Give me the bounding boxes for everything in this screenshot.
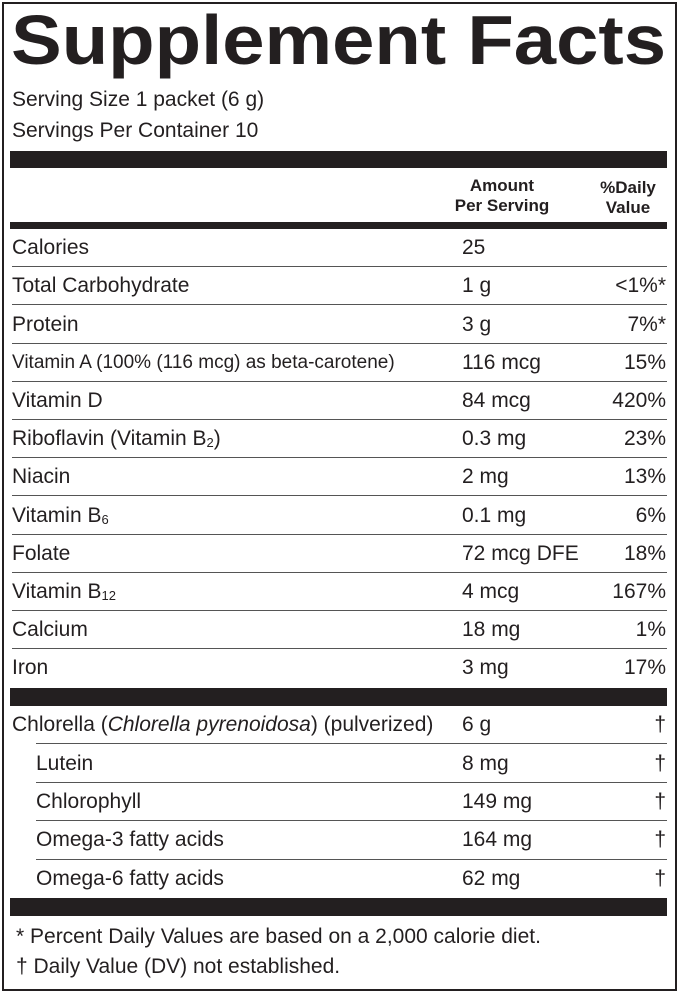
name-part: Vitamin B [12, 503, 102, 527]
nutrient-name: Iron [12, 656, 49, 680]
daily-value: <1%* [615, 274, 666, 298]
amount: 2 mg [462, 465, 509, 489]
subscript: 12 [101, 587, 116, 603]
name-part: Chlorella ( [12, 713, 108, 737]
amount: 3 mg [462, 656, 509, 680]
row-rule [12, 495, 667, 497]
amount: 72 mcg DFE [462, 541, 579, 565]
daily-value: 167% [612, 579, 666, 603]
nutrient-name: Chlorella (Chlorella pyrenoidosa) (pulve… [12, 713, 433, 737]
nutrient-name: Calories [12, 236, 90, 260]
row-rule [36, 858, 667, 860]
servings-per-container: Servings Per Container 10 [12, 119, 259, 142]
header-line: Amount [469, 176, 535, 195]
daily-value: 15% [623, 350, 666, 374]
row-rule [36, 820, 667, 822]
amount: 116 mcg [462, 350, 541, 374]
row-rule [36, 781, 667, 783]
amount-header: Amount Per Serving [432, 176, 572, 216]
daily-value-header: %Daily Value [588, 178, 668, 218]
nutrient-name: Lutein [36, 751, 94, 775]
amount: 6 g [462, 713, 492, 737]
row-rule [12, 648, 667, 650]
daily-value: 6% [635, 503, 666, 527]
daily-value: 420% [612, 388, 666, 412]
amount: 84 mcg [462, 388, 531, 412]
nutrient-name: Vitamin B12 [12, 580, 116, 608]
row-rule [12, 610, 667, 611]
daily-value: † [654, 713, 666, 737]
nutrient-name: Calcium [12, 618, 88, 642]
daily-value: † [654, 790, 666, 813]
amount: 0.1 mg [462, 503, 527, 527]
subscript: 6 [101, 511, 109, 527]
nutrient-name: Riboflavin (Vitamin B2) [12, 427, 221, 455]
title: Supplement Facts [11, 1, 666, 79]
row-rule [12, 419, 667, 420]
amount: 3 g [462, 312, 492, 336]
nutrient-name: Chlorophyll [36, 790, 142, 813]
amount: 149 mg [462, 790, 533, 813]
row-rule [12, 304, 667, 306]
header-line: %Daily [600, 178, 656, 197]
daily-value: † [654, 828, 666, 852]
nutrient-name: Vitamin B6 [12, 504, 109, 532]
nutrient-name: Vitamin A (100% (116 mcg) as beta-carote… [12, 351, 395, 373]
row-rule [12, 457, 667, 459]
row-rule [12, 380, 667, 382]
nutrient-name: Total Carbohydrate [12, 274, 190, 298]
amount: 4 mcg [462, 579, 520, 603]
amount: 164 mg [462, 828, 533, 852]
name-part: Riboflavin (Vitamin B [12, 427, 207, 451]
divider-bar [10, 688, 667, 706]
name-part: Chlorella pyrenoidosa [107, 713, 311, 737]
daily-value: 18% [623, 541, 666, 565]
row-rule [12, 533, 667, 535]
nutrient-name: Omega-3 fatty acids [36, 828, 224, 852]
row-rule [36, 743, 667, 745]
divider-bar [10, 151, 667, 168]
divider-bar [10, 222, 667, 229]
row-rule [12, 342, 667, 344]
nutrient-name: Omega-6 fatty acids [36, 866, 224, 890]
daily-value: 7%* [627, 312, 666, 336]
daily-value: † [654, 866, 666, 890]
amount: 0.3 mg [462, 427, 527, 451]
amount: 1 g [462, 274, 492, 298]
header-line: Value [605, 198, 651, 217]
amount: 18 mg [462, 618, 521, 642]
footnote: * Percent Daily Values are based on a 2,… [16, 925, 541, 948]
nutrient-name: Folate [12, 541, 71, 565]
name-part: ) (pulverized) [310, 713, 434, 737]
nutrient-name: Niacin [12, 465, 71, 489]
amount: 62 mg [462, 866, 521, 890]
subscript: 2 [206, 435, 214, 451]
nutrient-name: Vitamin D [12, 388, 103, 412]
name-part: Vitamin B [12, 579, 102, 603]
footnote: † Daily Value (DV) not established. [16, 955, 341, 978]
row-rule [12, 266, 667, 268]
serving-size: Serving Size 1 packet (6 g) [12, 88, 265, 111]
header-line: Per Serving [454, 196, 550, 215]
daily-value: 13% [623, 465, 666, 489]
daily-value: 17% [623, 656, 666, 680]
daily-value: 1% [635, 618, 666, 642]
daily-value: † [654, 751, 666, 775]
daily-value: 23% [623, 427, 666, 451]
name-part: ) [213, 427, 221, 451]
nutrient-name: Protein [12, 312, 79, 336]
title-area: Supplement Facts [11, 1, 666, 79]
row-rule [12, 571, 667, 573]
amount: 25 [462, 236, 486, 260]
divider-bar [10, 898, 667, 916]
amount: 8 mg [462, 751, 509, 775]
